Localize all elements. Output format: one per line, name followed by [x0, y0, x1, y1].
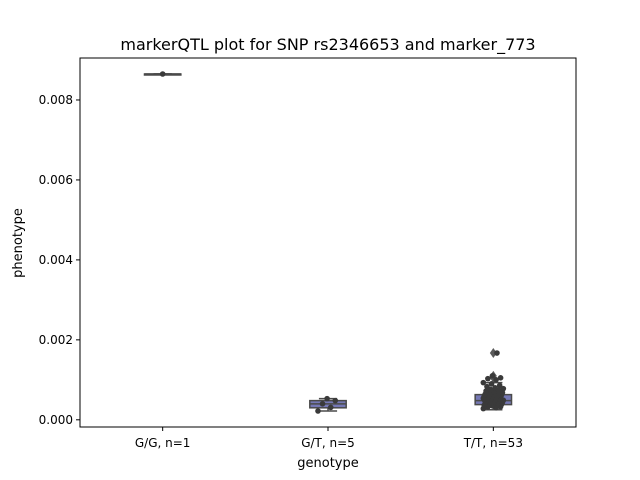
points-layer: [159, 71, 507, 414]
x-tick-label: T/T, n=53: [463, 436, 523, 450]
data-point: [496, 382, 503, 389]
data-point: [492, 385, 498, 391]
data-point: [483, 388, 489, 394]
x-axis: G/G, n=1 G/T, n=5 T/T, n=53: [135, 427, 523, 450]
data-point: [319, 401, 326, 407]
y-tick-label: 0.000: [39, 413, 73, 427]
data-point: [485, 375, 491, 382]
data-point: [488, 381, 495, 387]
data-point: [500, 385, 507, 392]
data-point: [481, 397, 488, 403]
y-tick-label: 0.002: [39, 333, 73, 347]
data-point: [489, 373, 496, 379]
data-point: [484, 383, 490, 390]
data-point: [332, 397, 339, 404]
x-tick-label: G/G, n=1: [135, 436, 191, 450]
plot-area: [79, 57, 577, 428]
chart-title: markerQTL plot for SNP rs2346653 and mar…: [120, 35, 535, 55]
y-axis: 0.000 0.002 0.004 0.006 0.008: [39, 93, 80, 427]
y-tick-label: 0.004: [39, 253, 73, 267]
box-outlier: [489, 348, 497, 359]
data-point: [324, 395, 330, 402]
data-point: [480, 379, 487, 386]
y-axis-label: phenotype: [11, 208, 26, 278]
x-axis-label: genotype: [297, 456, 358, 471]
data-point: [494, 350, 500, 356]
data-point: [493, 377, 499, 383]
y-tick-label: 0.008: [39, 93, 73, 107]
x-tick-label: G/T, n=5: [301, 436, 355, 450]
data-point: [497, 375, 504, 381]
data-point: [327, 404, 334, 411]
y-tick-label: 0.006: [39, 173, 73, 187]
data-point: [315, 408, 321, 414]
data-point: [159, 71, 166, 77]
